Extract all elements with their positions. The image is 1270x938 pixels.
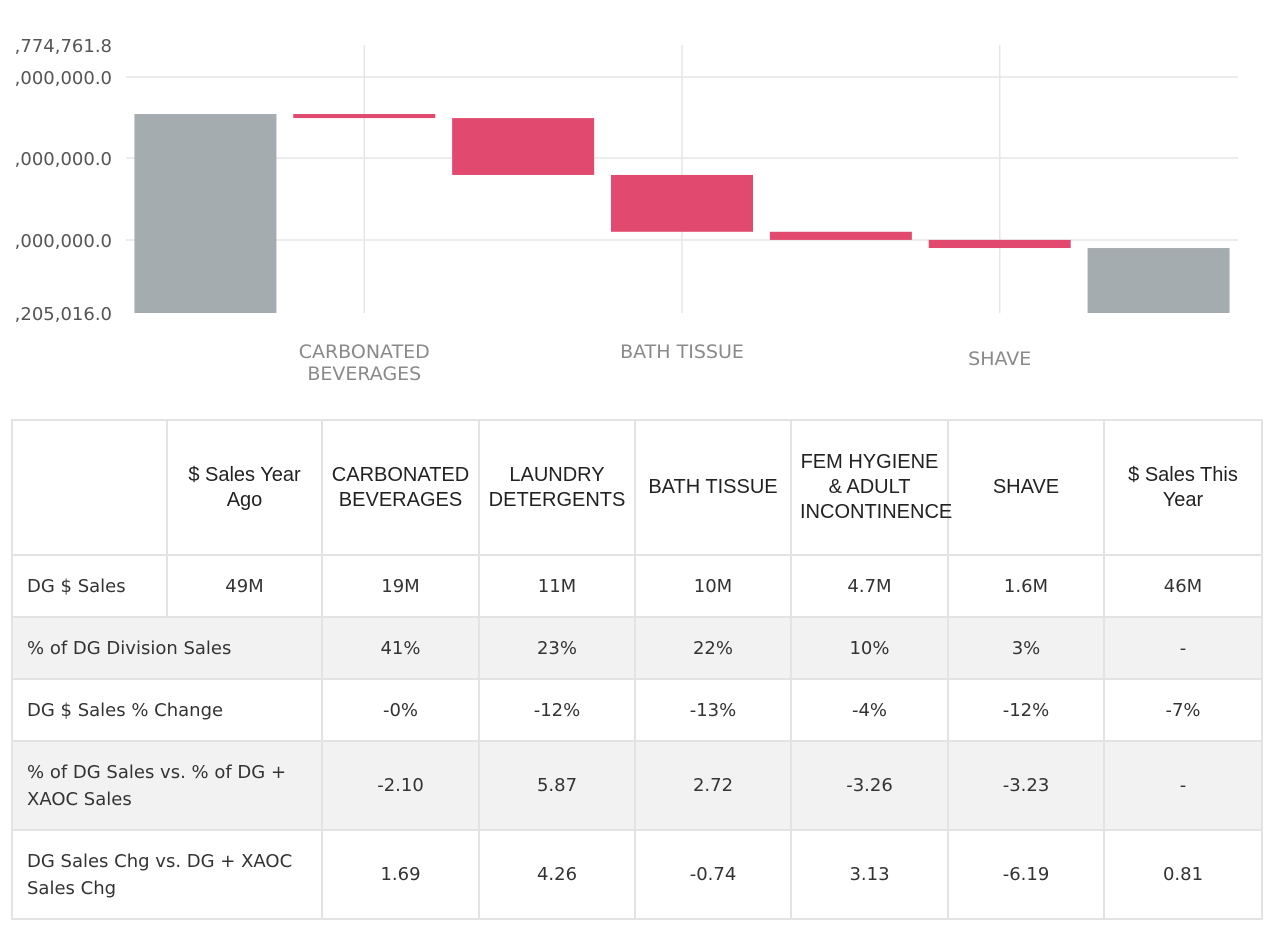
row-label: % of DG Division Sales xyxy=(11,616,323,680)
table-cell: - xyxy=(1103,616,1263,680)
table-cell: 2.72 xyxy=(634,740,792,831)
table-cell: -12% xyxy=(478,678,636,742)
header-cell-carbonated-beverages: CARBONATED BEVERAGES xyxy=(321,419,480,556)
header-cell-sales-year-ago: $ Sales Year Ago xyxy=(166,419,323,556)
row-label: DG $ Sales xyxy=(11,554,168,618)
waterfall-bar xyxy=(134,114,277,313)
table-cell: -12% xyxy=(947,678,1105,742)
table-header-row: $ Sales Year Ago CARBONATED BEVERAGES LA… xyxy=(11,419,1263,556)
table-cell: 5.87 xyxy=(478,740,636,831)
table-cell: -3.26 xyxy=(790,740,949,831)
table-row: % of DG Division Sales 41% 23% 22% 10% 3… xyxy=(11,616,1263,680)
waterfall-chart: ,774,761.8 ,000,000.0 ,000,000.0 ,000,000.0… xyxy=(0,0,1270,420)
row-label: DG $ Sales % Change xyxy=(11,678,323,742)
x-tick-label: SHAVE xyxy=(968,348,1031,370)
table-row: DG $ Sales 49M 19M 11M 10M 4.7M 1.6M 46M xyxy=(11,554,1263,618)
y-tick-label: ,000,000.0 xyxy=(15,231,112,252)
sales-table: $ Sales Year Ago CARBONATED BEVERAGES LA… xyxy=(11,419,1263,920)
table-cell: 3% xyxy=(947,616,1105,680)
header-cell-blank xyxy=(11,419,168,556)
waterfall-chart-svg: ,774,761.8 ,000,000.0 ,000,000.0 ,000,000.0… xyxy=(15,36,1238,385)
table-cell: 4.7M xyxy=(790,554,949,618)
table-cell: -6.19 xyxy=(947,829,1105,920)
waterfall-bar xyxy=(928,239,1071,249)
table-cell: 19M xyxy=(321,554,480,618)
header-cell-fem-hygiene: FEM HYGIENE & ADULT INCONTINENCE xyxy=(790,419,952,556)
header-cell-laundry-detergents: LAUNDRY DETERGENTS xyxy=(478,419,636,556)
waterfall-bar xyxy=(452,118,595,175)
table-cell: - xyxy=(1103,740,1263,831)
table-cell: 1.69 xyxy=(321,829,480,920)
y-tick-label: ,000,000.0 xyxy=(15,149,112,170)
y-tick-label: ,205,016.0 xyxy=(15,304,112,325)
table-cell: -13% xyxy=(634,678,792,742)
waterfall-bar xyxy=(769,231,912,240)
table-cell: -7% xyxy=(1103,678,1263,742)
table-cell: -3.23 xyxy=(947,740,1105,831)
table-cell: 49M xyxy=(166,554,323,618)
table-cell: 1.6M xyxy=(947,554,1105,618)
table-cell: 23% xyxy=(478,616,636,680)
table-cell: 3.13 xyxy=(790,829,949,920)
waterfall-bar xyxy=(1087,248,1230,313)
table-cell: -0.74 xyxy=(634,829,792,920)
table-cell: 11M xyxy=(478,554,636,618)
x-tick-label: BATH TISSUE xyxy=(620,341,744,363)
x-tick-label: BEVERAGES xyxy=(307,363,421,385)
table-cell: 10% xyxy=(790,616,949,680)
table-cell: 0.81 xyxy=(1103,829,1263,920)
header-cell-bath-tissue: BATH TISSUE xyxy=(634,419,792,556)
header-cell-shave: SHAVE xyxy=(947,419,1105,556)
table-cell: 22% xyxy=(634,616,792,680)
table-cell: 46M xyxy=(1103,554,1263,618)
row-label: % of DG Sales vs. % of DG + XAOC Sales xyxy=(11,740,323,831)
waterfall-bar xyxy=(293,114,436,119)
table-cell: -4% xyxy=(790,678,949,742)
table-row: DG Sales Chg vs. DG + XAOC Sales Chg 1.6… xyxy=(11,829,1263,920)
table-cell: -2.10 xyxy=(321,740,480,831)
y-tick-label: ,774,761.8 xyxy=(15,36,112,57)
table-row: DG $ Sales % Change -0% -12% -13% -4% -1… xyxy=(11,678,1263,742)
table-row: % of DG Sales vs. % of DG + XAOC Sales -… xyxy=(11,740,1263,831)
row-label: DG Sales Chg vs. DG + XAOC Sales Chg xyxy=(11,829,323,920)
table-cell: -0% xyxy=(321,678,480,742)
waterfall-bar xyxy=(611,174,753,232)
x-tick-label: CARBONATED xyxy=(299,341,430,363)
table-cell: 10M xyxy=(634,554,792,618)
table-cell: 4.26 xyxy=(478,829,636,920)
y-tick-label: ,000,000.0 xyxy=(15,68,112,89)
header-cell-sales-this-year: $ Sales This Year xyxy=(1103,419,1263,556)
table-cell: 41% xyxy=(321,616,480,680)
